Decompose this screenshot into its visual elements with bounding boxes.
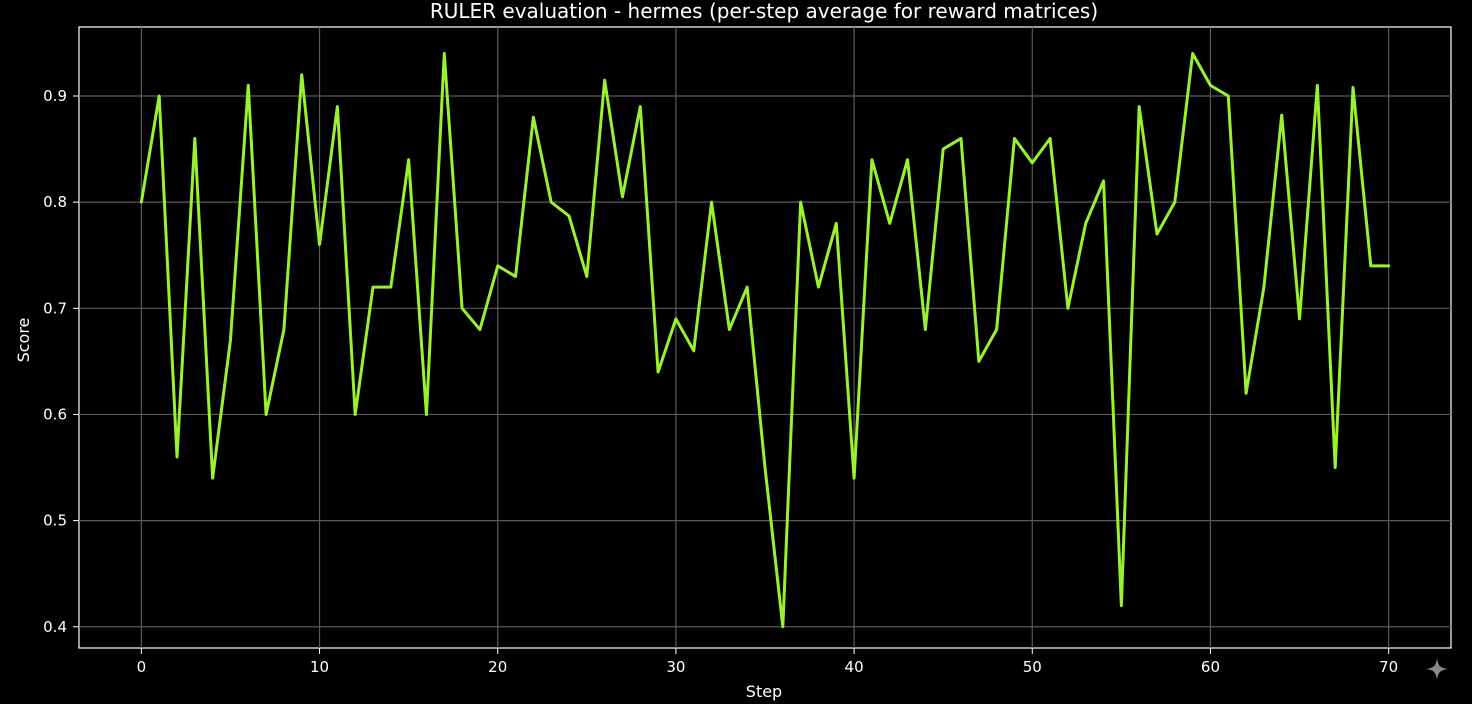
x-tick-label: 60 (1201, 658, 1220, 676)
y-tick-label: 0.8 (43, 193, 67, 211)
x-tick-label: 20 (488, 658, 507, 676)
grid-lines (79, 27, 1451, 648)
series-group (139, 52, 1391, 629)
y-tick-label: 0.6 (43, 405, 67, 423)
x-tick-label: 10 (310, 658, 329, 676)
y-tick-label: 0.5 (43, 512, 67, 530)
x-axis-label: Step (746, 682, 782, 701)
y-tick-label: 0.9 (43, 87, 67, 105)
y-tick-label: 0.7 (43, 299, 67, 317)
x-tick-label: 0 (137, 658, 147, 676)
plot-area (78, 26, 1452, 649)
chart-title: RULER evaluation - hermes (per-step aver… (430, 0, 1098, 23)
x-tick-label: 40 (845, 658, 864, 676)
sparkle-icon (1426, 658, 1448, 680)
y-axis-label: Score (14, 318, 33, 363)
series-line (139, 52, 1391, 629)
axis-ticks: 0 10 20 30 40 50 60 70 0.4 0.5 0.6 0.7 0.8 0.9 (43, 87, 1398, 676)
x-tick-label: 70 (1379, 658, 1398, 676)
x-tick-label: 30 (666, 658, 685, 676)
x-tick-label: 50 (1023, 658, 1042, 676)
y-tick-label: 0.4 (43, 618, 67, 636)
